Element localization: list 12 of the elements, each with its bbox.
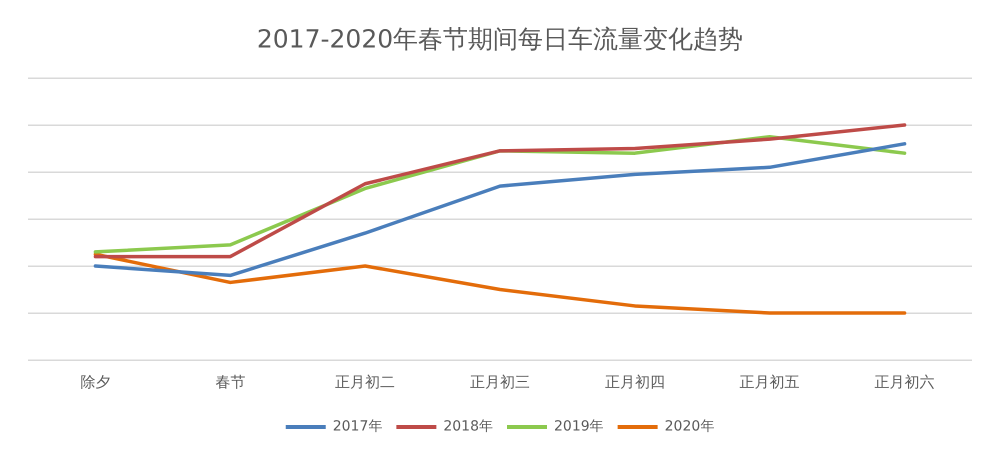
x-tick-label: 正月初二 [335,372,396,391]
x-tick-label: 春节 [215,372,246,391]
x-tick-label: 正月初六 [874,372,935,391]
legend-label: 2018年 [443,418,494,435]
legend-label: 2020年 [664,418,714,435]
x-tick-label: 正月初五 [740,372,800,391]
legend-label: 2017年 [332,418,382,435]
legend-label: 2019年 [554,418,604,435]
x-tick-label: 正月初四 [604,372,665,391]
x-tick-label: 正月初三 [470,372,530,391]
x-tick-label: 除夕 [80,372,110,391]
chart-title: 2017-2020年春节期间每日车流量变化趋势 [256,24,744,54]
